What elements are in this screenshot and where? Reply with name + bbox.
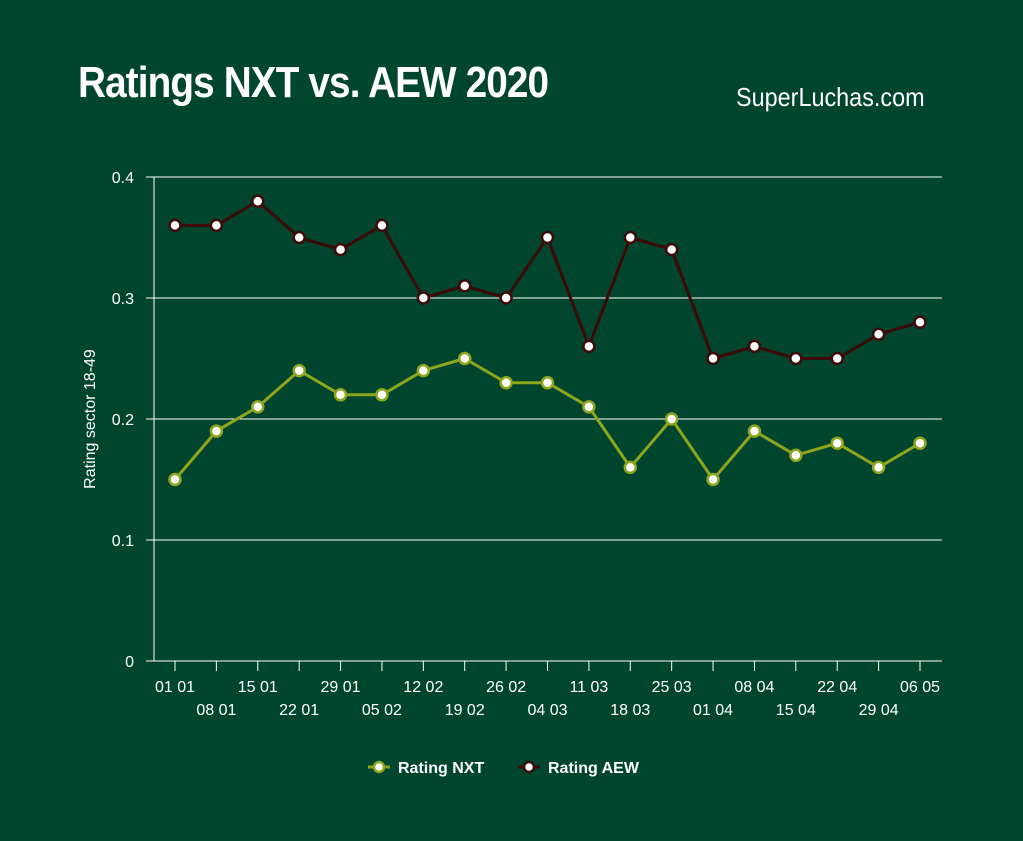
- data-point: [292, 230, 306, 245]
- y-tick-label: 0: [125, 654, 134, 671]
- chart-title: Ratings NXT vs. AEW 2020: [78, 58, 549, 107]
- x-tick-label: 01 01: [155, 679, 195, 696]
- data-point: [251, 400, 265, 414]
- data-point: [540, 230, 555, 245]
- data-point: [251, 194, 265, 208]
- x-tick-label: 12 02: [403, 679, 443, 696]
- data-point: [540, 375, 555, 390]
- legend-label: Rating AEW: [548, 760, 640, 777]
- data-point: [913, 436, 927, 450]
- x-tick-label: 15 04: [776, 702, 816, 719]
- x-tick-label: 11 03: [569, 679, 608, 696]
- data-point: [830, 436, 844, 450]
- data-point: [168, 218, 182, 233]
- x-tick-label: 01 04: [693, 702, 733, 719]
- x-tick-label: 05 02: [362, 702, 402, 719]
- legend-label: Rating NXT: [398, 760, 484, 777]
- legend-swatch-marker: [372, 760, 386, 774]
- y-tick-label: 0.3: [112, 291, 134, 308]
- data-point: [457, 279, 472, 293]
- axes: [146, 177, 942, 662]
- data-point: [830, 351, 844, 366]
- data-point: [375, 388, 389, 402]
- y-axis-title: Rating sector 18-49: [82, 349, 99, 489]
- x-tick-label: 15 01: [238, 679, 278, 696]
- grid-lines: [146, 176, 942, 671]
- series-line: [175, 199, 921, 360]
- x-tick-label: 29 04: [859, 702, 899, 719]
- data-point: [871, 327, 886, 342]
- data-point: [664, 412, 679, 426]
- data-point: [416, 291, 431, 305]
- data-point: [499, 291, 513, 305]
- data-point: [209, 218, 224, 233]
- data-point: [623, 230, 638, 245]
- source-label: SuperLuchas.com: [736, 82, 925, 112]
- data-point: [292, 363, 306, 378]
- x-tick-label: 06 05: [900, 679, 940, 696]
- series-aew: [168, 194, 927, 366]
- x-tick-label: 04 03: [527, 702, 567, 719]
- data-point: [664, 242, 679, 257]
- x-tick-label: 18 03: [610, 702, 650, 719]
- legend: Rating NXT Rating AEW: [368, 760, 640, 777]
- y-tick-label: 0.1: [112, 533, 134, 550]
- data-point: [706, 351, 720, 366]
- data-point: [706, 472, 720, 487]
- data-point: [457, 351, 472, 366]
- legend-item: Rating NXT: [368, 760, 484, 777]
- data-point: [582, 339, 596, 354]
- legend-swatch-marker: [522, 760, 536, 774]
- x-tick-label: 29 01: [321, 679, 361, 696]
- data-point: [499, 375, 513, 390]
- data-point: [913, 315, 927, 329]
- data-point: [209, 424, 224, 438]
- data-point: [623, 460, 638, 475]
- x-tick-label: 25 03: [652, 679, 692, 696]
- legend-item: Rating AEW: [518, 760, 640, 777]
- data-point: [747, 424, 762, 438]
- data-point: [747, 339, 762, 354]
- data-point: [789, 448, 803, 463]
- data-point: [789, 351, 803, 366]
- data-point: [416, 363, 431, 378]
- data-point: [333, 242, 348, 257]
- data-point: [375, 218, 389, 233]
- y-tick-labels: 0 0.1 0.2 0.3 0.4: [112, 170, 134, 671]
- x-tick-label: 26 02: [486, 679, 526, 696]
- y-tick-label: 0.2: [112, 412, 134, 429]
- x-tick-label: 22 01: [279, 702, 319, 719]
- y-tick-label: 0.4: [112, 170, 134, 187]
- x-tick-label: 08 04: [734, 679, 774, 696]
- x-tick-label: 19 02: [445, 702, 485, 719]
- data-point: [168, 472, 182, 487]
- data-point: [333, 388, 348, 402]
- x-tick-label: 08 01: [196, 702, 236, 719]
- data-point: [582, 400, 596, 414]
- data-point: [871, 460, 886, 475]
- series: [168, 194, 927, 487]
- series-nxt: [168, 351, 927, 487]
- x-tick-label: 22 04: [817, 679, 857, 696]
